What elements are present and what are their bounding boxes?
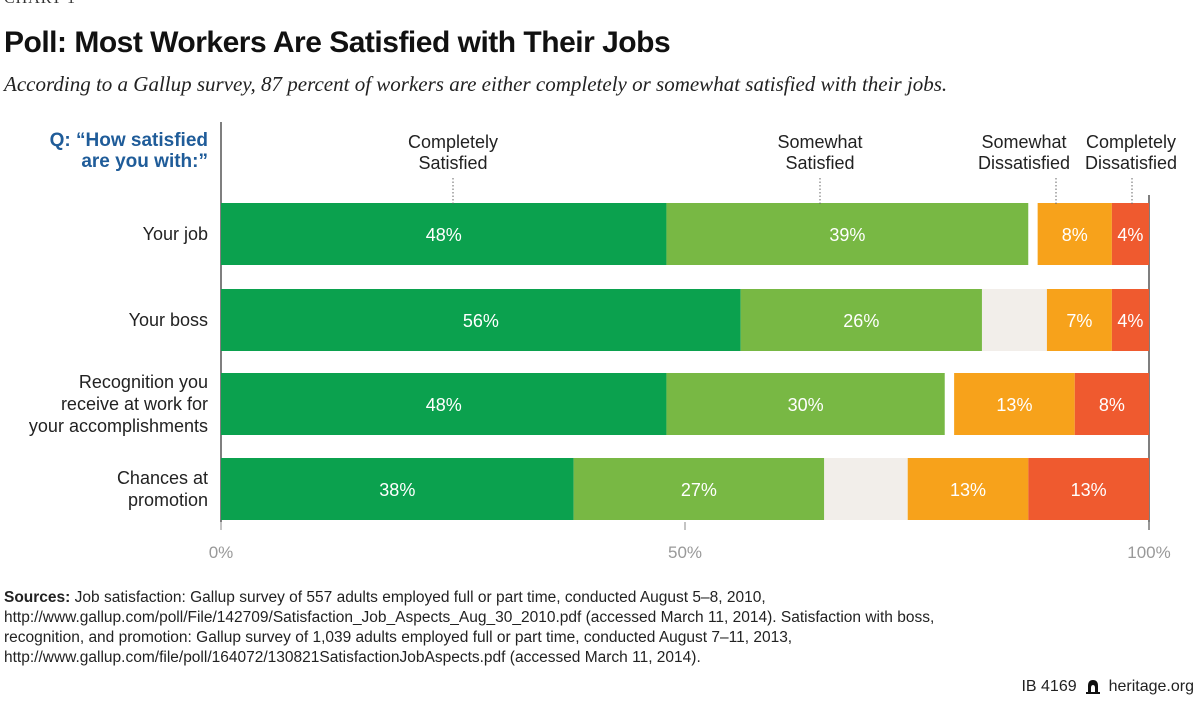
row-label: Chances at promotion: [116, 468, 208, 510]
bar-segment: [221, 203, 667, 265]
data-label: 4%: [1117, 225, 1143, 245]
bar-segment: [1037, 203, 1112, 265]
row-label: Recognition you receive at work for your a…: [28, 372, 208, 436]
data-label: 4%: [1117, 311, 1143, 331]
data-label: 27%: [681, 480, 717, 500]
bar-segment: [666, 203, 1029, 265]
bar-segment: [221, 373, 667, 435]
data-label: 26%: [843, 311, 879, 331]
data-label: 13%: [996, 395, 1032, 415]
chart-subtitle: According to a Gallup survey, 87 percent…: [4, 72, 948, 96]
bar-segment: [954, 373, 1075, 435]
bar-segment: [221, 458, 574, 520]
sources-label: Sources:: [4, 589, 71, 606]
credit: IB 4169 heritage.org: [1021, 678, 1194, 696]
bar-segment: [1111, 203, 1149, 265]
site-link[interactable]: heritage.org: [1108, 678, 1194, 695]
legend-label: Somewhat Satisfied: [777, 132, 863, 173]
chart-title: Poll: Most Workers Are Satisfied with Th…: [4, 26, 671, 59]
data-label: 48%: [426, 395, 462, 415]
chart-kicker: CHART 1: [4, 0, 76, 8]
no-answer-segment: [1028, 203, 1038, 265]
no-answer-segment: [944, 373, 955, 435]
sources-note: Sources: Job satisfaction: Gallup survey…: [4, 588, 964, 668]
data-label: 38%: [379, 480, 415, 500]
liberty-bell-icon: [1085, 680, 1100, 694]
bar-segment: [1111, 289, 1149, 351]
data-label: 7%: [1066, 311, 1092, 331]
bar-segment: [740, 289, 982, 351]
x-tick-label: 100%: [1127, 543, 1170, 562]
no-answer-segment: [824, 458, 908, 520]
data-label: 8%: [1099, 395, 1125, 415]
data-label: 48%: [426, 225, 462, 245]
sources-text: Job satisfaction: Gallup survey of 557 a…: [4, 589, 935, 666]
legend-label: Completely Satisfied: [407, 132, 499, 173]
legend-label: Somewhat Dissatisfied: [977, 132, 1071, 173]
data-label: 8%: [1062, 225, 1088, 245]
bar-segment: [666, 373, 945, 435]
bar-segment: [1074, 373, 1149, 435]
bar-segment: [907, 458, 1029, 520]
bar-segment: [221, 289, 741, 351]
no-answer-segment: [981, 289, 1047, 351]
bar-segment: [1028, 458, 1149, 520]
report-id: IB 4169: [1021, 678, 1077, 695]
data-label: 13%: [1071, 480, 1107, 500]
bar-segment: [1046, 289, 1112, 351]
x-tick-label: 0%: [209, 543, 234, 562]
row-label: Your job: [142, 224, 208, 244]
legend-label: Completely Dissatisfied: [1084, 132, 1178, 173]
data-label: 13%: [950, 480, 986, 500]
question-label: Q: “How satisfied are you with:”: [49, 130, 208, 172]
data-label: 39%: [829, 225, 865, 245]
bar-segment: [573, 458, 825, 520]
x-tick-label: 50%: [668, 543, 702, 562]
row-label: Your boss: [128, 310, 208, 330]
data-label: 56%: [463, 311, 499, 331]
data-label: 30%: [788, 395, 824, 415]
